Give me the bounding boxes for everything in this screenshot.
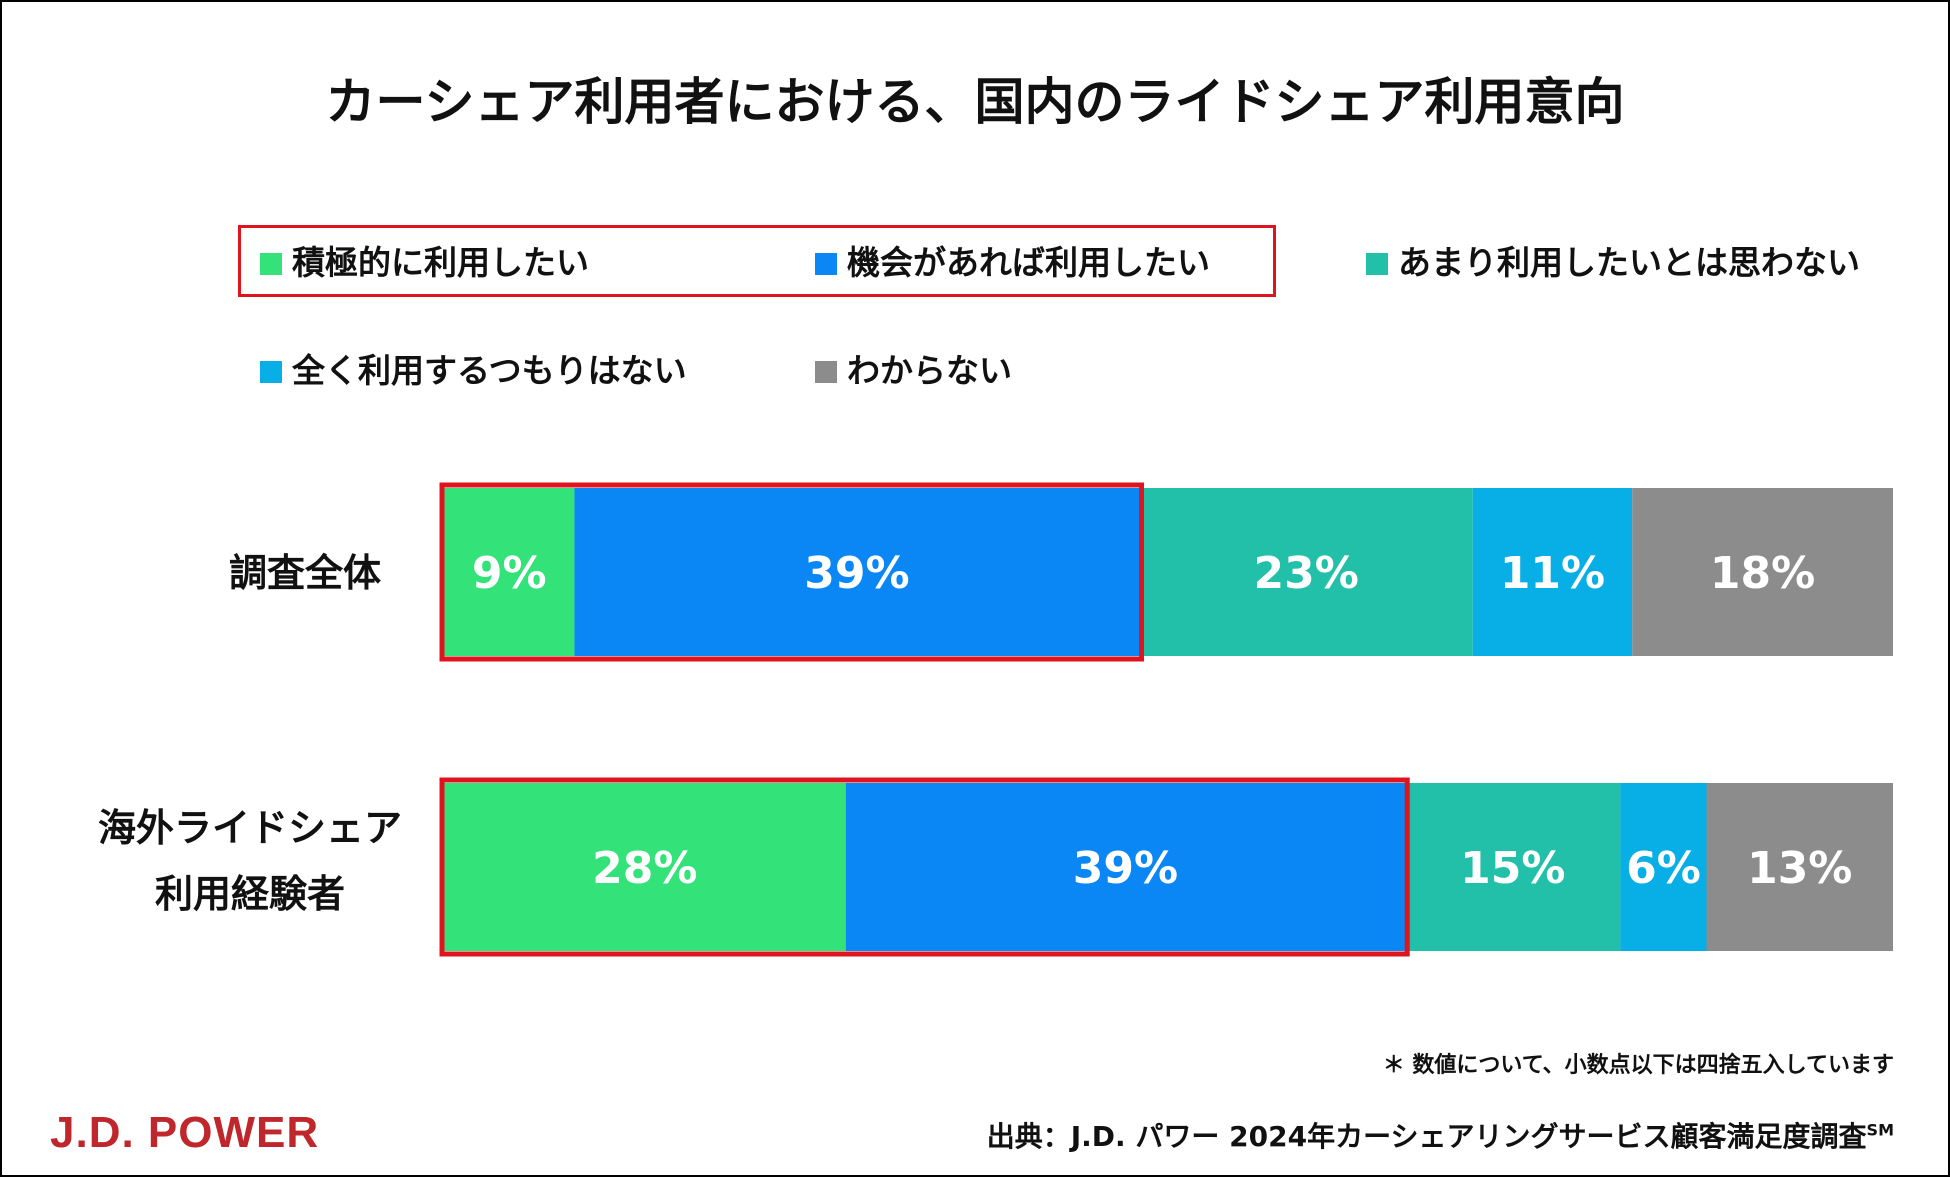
bar-segment-2-3 bbox=[1405, 783, 1621, 951]
bar-segment-1-2 bbox=[574, 488, 1140, 656]
legend-label-never: 全く利用するつもりはない bbox=[292, 351, 687, 390]
jd-power-logo: J.D. POWER bbox=[50, 1108, 320, 1157]
chart-title: カーシェア利用者における、国内のライドシェア利用意向 bbox=[325, 73, 1625, 131]
footnote: ＊ 数値について、小数点以下は四捨五入しています bbox=[1382, 1053, 1894, 1078]
legend-label-maybe: 機会があれば利用したい bbox=[847, 243, 1210, 282]
data-label-2-1: 28% bbox=[592, 843, 697, 894]
legend-label-not-much: あまり利用したいとは思わない bbox=[1398, 243, 1860, 282]
bar-segment-1-3 bbox=[1139, 488, 1473, 656]
source-service-mark: SM bbox=[1866, 1120, 1894, 1140]
row-label-line: 海外ライドシェア bbox=[97, 806, 402, 850]
legend-label-positive: 積極的に利用したい bbox=[292, 243, 589, 282]
row-label-experienced: 海外ライドシェア 利用経験者 bbox=[80, 800, 420, 922]
legend-swatch-unknown bbox=[815, 361, 837, 383]
data-label-1-4: 11% bbox=[1500, 548, 1605, 599]
row-label-overall: 調査全体 bbox=[190, 545, 420, 601]
data-label-2-4: 6% bbox=[1626, 843, 1701, 894]
bar-segment-1-5 bbox=[1632, 488, 1893, 656]
bar-segment-1-4 bbox=[1472, 488, 1633, 656]
bar-segment-2-4 bbox=[1620, 783, 1707, 951]
data-label-2-5: 13% bbox=[1747, 843, 1852, 894]
legend-highlight-box bbox=[238, 225, 1276, 297]
data-label-2-2: 39% bbox=[1073, 843, 1178, 894]
legend-item-never: 全く利用するつもりはない bbox=[260, 351, 687, 391]
data-label-1-5: 18% bbox=[1710, 548, 1815, 599]
row-label-line: 調査全体 bbox=[228, 551, 381, 595]
legend-item-not-much: あまり利用したいとは思わない bbox=[1366, 243, 1860, 283]
legend-item-unknown: わからない bbox=[815, 351, 1012, 391]
legend-swatch-never bbox=[260, 361, 282, 383]
legend-swatch-positive bbox=[260, 253, 282, 275]
highlight-box-1 bbox=[439, 482, 1145, 662]
row-label-line: 利用経験者 bbox=[154, 872, 345, 916]
bar-segment-2-2 bbox=[845, 783, 1406, 951]
data-label-1-1: 9% bbox=[472, 548, 547, 599]
legend-item-positive: 積極的に利用したい bbox=[260, 243, 589, 283]
source-text: 出典：J.D. パワー 2024年カーシェアリングサービス顧客満足度調査 bbox=[986, 1120, 1867, 1153]
legend-item-maybe: 機会があれば利用したい bbox=[815, 243, 1210, 283]
data-label-1-2: 39% bbox=[804, 548, 909, 599]
source-note: 出典：J.D. パワー 2024年カーシェアリングサービス顧客満足度調査SM bbox=[987, 1115, 1894, 1155]
data-label-2-3: 15% bbox=[1460, 843, 1565, 894]
bar-segment-2-5 bbox=[1706, 783, 1893, 951]
legend-label-unknown: わからない bbox=[847, 351, 1012, 390]
highlight-box-2 bbox=[439, 777, 1410, 957]
legend-swatch-not-much bbox=[1366, 253, 1388, 275]
data-label-1-3: 23% bbox=[1253, 548, 1358, 599]
bar-segment-1-1 bbox=[444, 488, 575, 656]
legend-swatch-maybe bbox=[815, 253, 837, 275]
bar-segment-2-1 bbox=[444, 783, 846, 951]
